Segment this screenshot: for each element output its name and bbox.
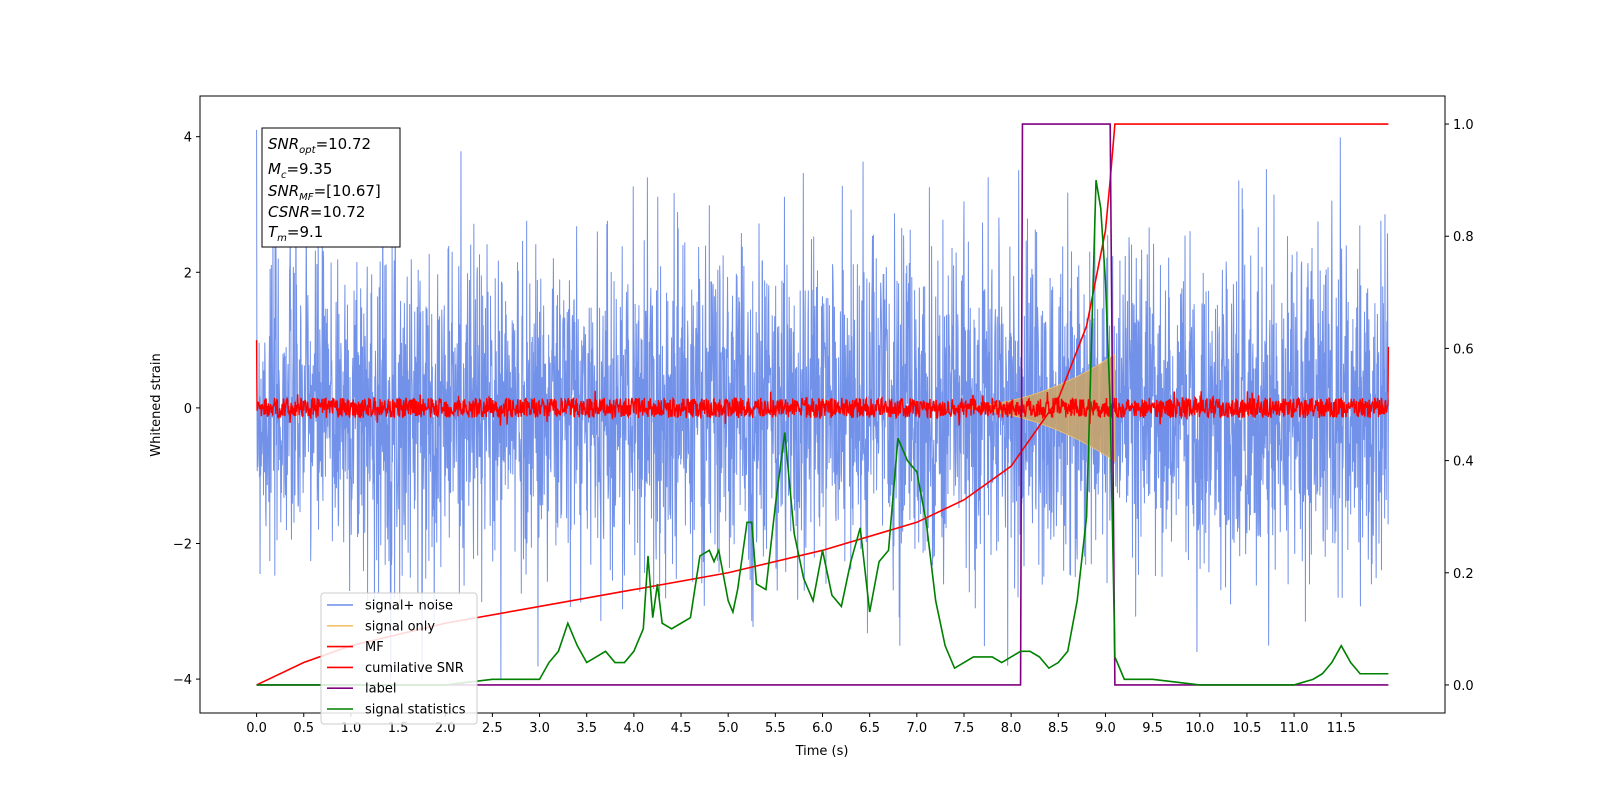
legend: signal+ noise signal only MF cumilative SNR… (320, 592, 478, 725)
x-tick-label: 10.0 (1185, 721, 1214, 736)
y-tick-label: 4 (184, 131, 192, 146)
x-tick-label: 10.5 (1232, 721, 1261, 736)
y-axis-right: 1.0 0.8 0.6 0.4 0.2 0.0 (1445, 118, 1474, 694)
legend-label: signal+ noise (365, 599, 453, 614)
plot-data-layer (255, 123, 1390, 686)
x-tick-label: 4.5 (671, 721, 692, 736)
x-tick-label: 9.0 (1095, 721, 1116, 736)
x-tick-label: 6.0 (812, 721, 833, 736)
y2-tick-label: 0.4 (1453, 455, 1474, 470)
y2-tick-label: 0.2 (1453, 567, 1474, 582)
x-tick-label: 6.5 (859, 721, 880, 736)
y-tick-label: 2 (184, 266, 192, 281)
legend-label: signal statistics (365, 703, 466, 718)
y2-tick-label: 0.0 (1453, 679, 1474, 694)
y-tick-label: 0 (184, 402, 192, 417)
snr-opt-text: SNRopt=10.72 (268, 135, 371, 156)
x-tick-label: 4.0 (624, 721, 645, 736)
snr-annotation-box: SNRopt=10.72 Mc=9.35 SNRMF=[10.67] CSNR=… (261, 127, 401, 248)
signal-noise-series (256, 129, 1389, 680)
y-tick-label: −4 (173, 673, 192, 688)
y-axis-label: Whitened strain (149, 353, 164, 456)
y-tick-label: −2 (173, 537, 192, 552)
x-tick-label: 8.5 (1048, 721, 1069, 736)
x-tick-label: 11.5 (1327, 721, 1356, 736)
legend-label: MF (365, 640, 384, 655)
x-tick-label: 0.5 (293, 721, 314, 736)
legend-label: signal only (365, 619, 435, 634)
x-tick-label: 8.0 (1001, 721, 1022, 736)
x-axis-label: Time (s) (795, 744, 849, 759)
x-tick-label: 7.0 (906, 721, 927, 736)
x-tick-label: 3.5 (576, 721, 597, 736)
y-axis-left: 4 2 0 −2 −4 (173, 131, 200, 688)
label-series (256, 123, 1389, 686)
y2-tick-label: 1.0 (1453, 118, 1474, 133)
x-tick-label: 5.0 (718, 721, 739, 736)
x-tick-label: 3.0 (529, 721, 550, 736)
x-tick-label: 7.5 (954, 721, 975, 736)
x-tick-label: 9.5 (1142, 721, 1163, 736)
legend-label: label (365, 682, 396, 697)
y2-tick-label: 0.8 (1453, 230, 1474, 245)
x-tick-label: 0.0 (246, 721, 267, 736)
signal-statistics-series (256, 180, 1389, 686)
y2-tick-label: 0.6 (1453, 342, 1474, 357)
mc-text: Mc=9.35 (268, 160, 332, 181)
x-tick-label: 11.0 (1280, 721, 1309, 736)
mf-series (255, 340, 1390, 426)
x-tick-label: 2.5 (482, 721, 503, 736)
x-tick-label: 1.5 (388, 721, 409, 736)
legend-label: cumilative SNR (365, 661, 464, 676)
x-tick-label: 1.0 (341, 721, 362, 736)
snr-mf-text: SNRMF=[10.67] (268, 182, 381, 203)
x-tick-label: 5.5 (765, 721, 786, 736)
x-axis: 0.0 0.5 1.0 1.5 2.0 2.5 3.0 3.5 4.0 4.5 5.0 5.5 6.0 6… (246, 713, 1356, 736)
x-tick-label: 2.0 (435, 721, 456, 736)
tm-text: Tm=9.1 (268, 223, 323, 244)
csnr-text: CSNR=10.72 (268, 203, 365, 221)
